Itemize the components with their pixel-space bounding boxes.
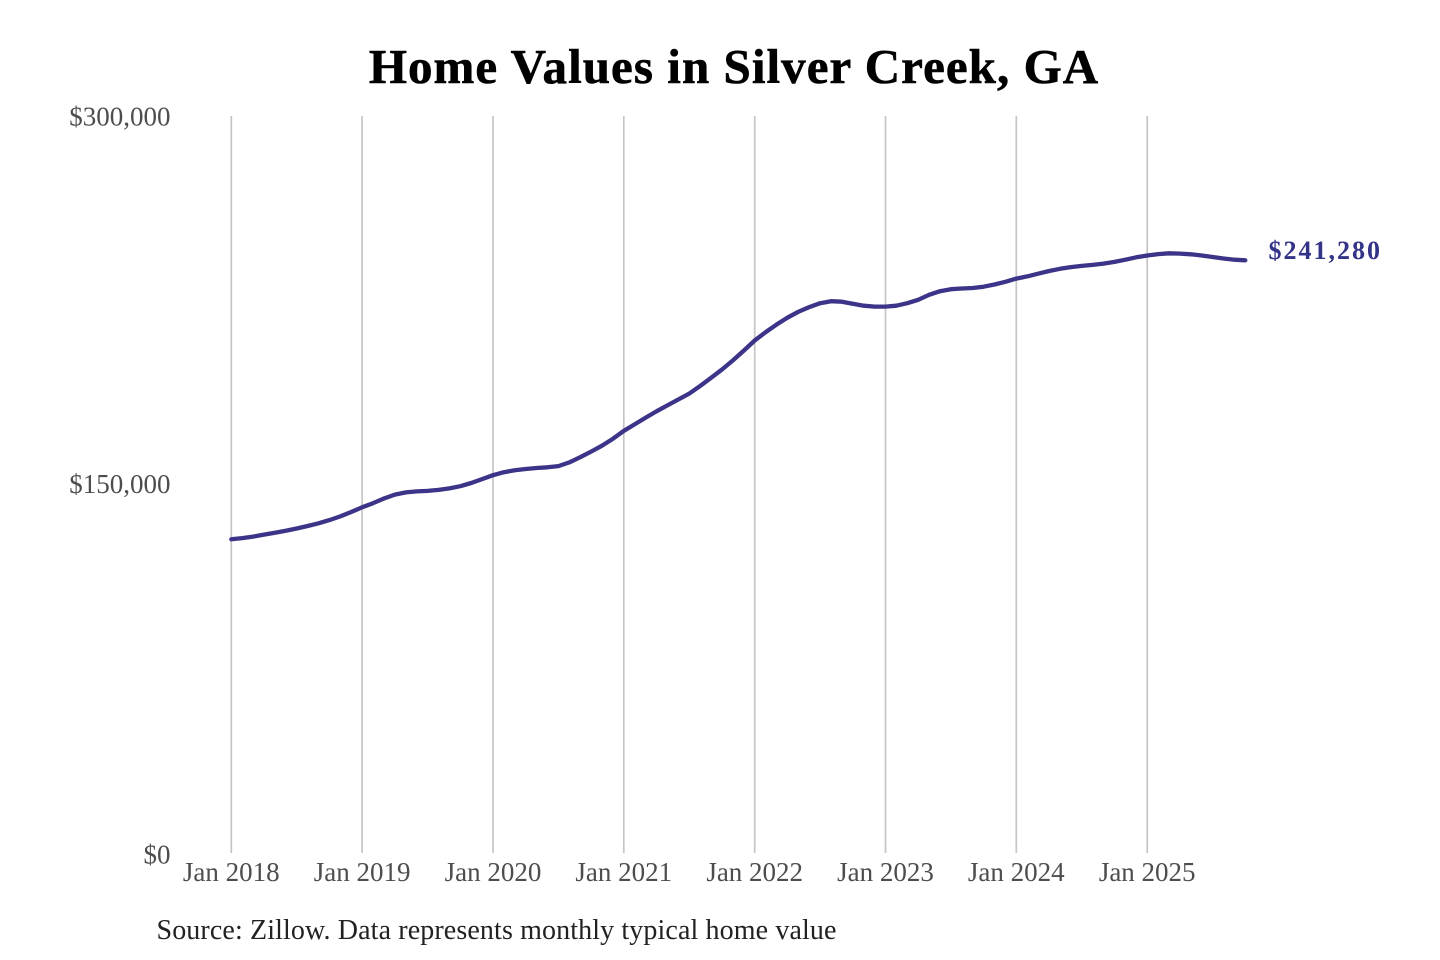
svg-text:Source: Zillow. Data represent: Source: Zillow. Data represents monthly … bbox=[157, 915, 837, 946]
svg-text:Jan 2024: Jan 2024 bbox=[968, 857, 1065, 887]
svg-text:Home Values in Silver Creek, G: Home Values in Silver Creek, GA bbox=[369, 39, 1099, 94]
svg-text:Jan 2019: Jan 2019 bbox=[314, 857, 411, 887]
svg-text:Jan 2022: Jan 2022 bbox=[706, 857, 803, 887]
svg-text:$300,000: $300,000 bbox=[69, 101, 170, 131]
svg-text:$241,280: $241,280 bbox=[1269, 236, 1383, 265]
svg-text:Jan 2020: Jan 2020 bbox=[445, 857, 542, 887]
svg-text:Jan 2021: Jan 2021 bbox=[575, 857, 672, 887]
svg-text:Jan 2025: Jan 2025 bbox=[1099, 857, 1196, 887]
svg-text:Jan 2018: Jan 2018 bbox=[183, 857, 280, 887]
svg-text:$0: $0 bbox=[144, 840, 171, 870]
svg-text:Jan 2023: Jan 2023 bbox=[837, 857, 934, 887]
svg-text:$150,000: $150,000 bbox=[69, 469, 170, 499]
